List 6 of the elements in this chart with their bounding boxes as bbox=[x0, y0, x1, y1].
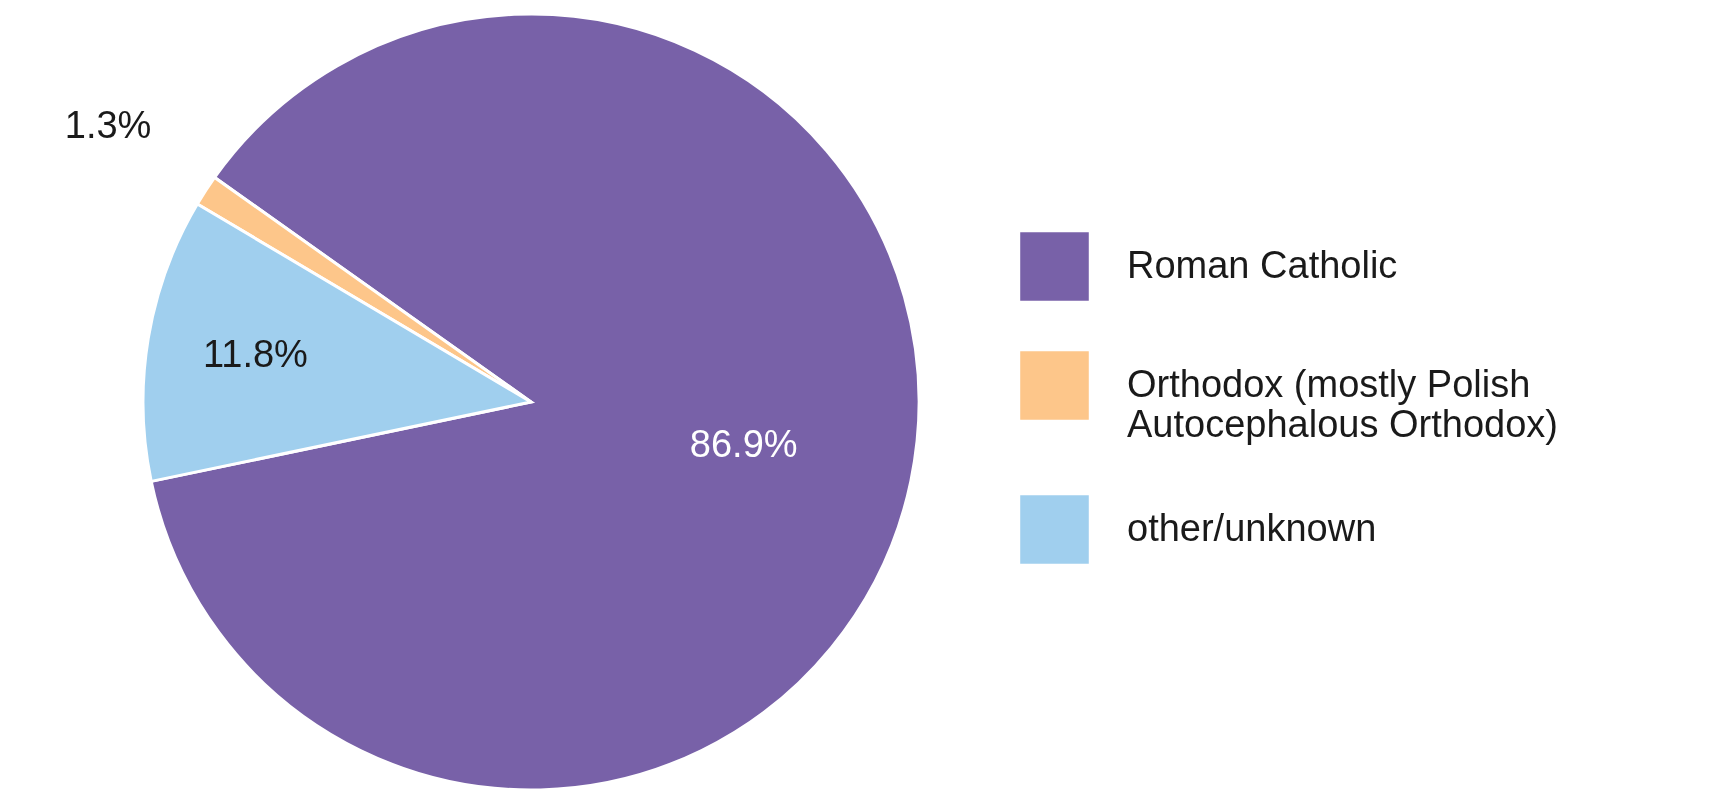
data-label: 11.8% bbox=[202, 333, 308, 376]
legend-label: Orthodox (mostly Polish Autocephalous Orthodox) bbox=[1127, 362, 1558, 445]
data-label: 86.9% bbox=[689, 423, 798, 466]
data-label: 1.3% bbox=[64, 104, 152, 147]
legend-label: Roman Catholic bbox=[1127, 243, 1398, 286]
legend-label: other/unknown bbox=[1127, 506, 1377, 549]
